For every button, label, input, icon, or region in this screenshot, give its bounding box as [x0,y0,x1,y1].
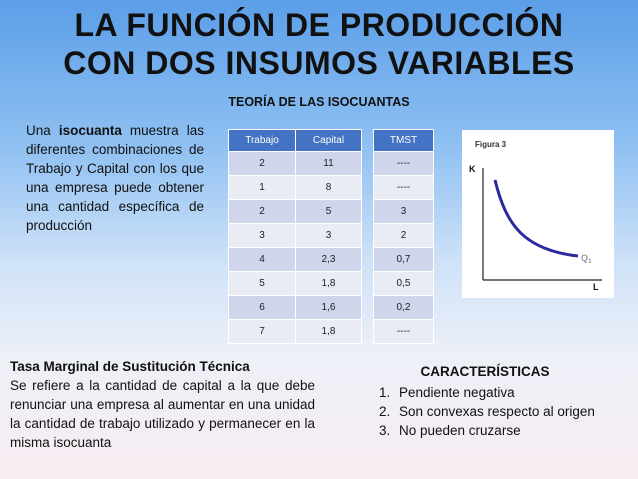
cell-trabajo: 1 [228,175,296,200]
cell-tmst: 0,5 [373,271,434,296]
cell-trabajo: 4 [228,247,296,272]
cell-capital: 11 [295,151,362,176]
cell-trabajo: 2 [228,199,296,224]
cell-tmst: ---- [373,175,434,200]
cell-trabajo: 5 [228,271,296,296]
isoquant-graph: Figura 3 K L Q1 [469,140,602,292]
list-item: 1. Pendiente negativa [379,383,595,402]
cell-capital: 1,6 [295,295,362,320]
cell-capital: 8 [295,175,362,200]
characteristics-list: 1. Pendiente negativa 2. Son convexas resp… [379,383,595,440]
item-number: 1. [379,385,391,400]
item-text: Pendiente negativa [399,385,515,400]
cell-tmst: 0,2 [373,295,434,320]
figure-caption: Figura 3 [475,140,507,149]
cell-capital: 2,3 [295,247,362,272]
tmst-row: ---- [373,175,434,200]
item-text: No pueden cruzarse [399,423,521,438]
tmst-row: 2 [373,223,434,248]
cell-tmst: ---- [373,319,434,344]
tmst-table: TMST ---- ---- 3 2 0,7 0,5 0,2 ---- [373,129,434,344]
tmst-row: ---- [373,319,434,344]
characteristics-title: CARACTERÍSTICAS [420,364,550,379]
cell-tmst: 0,7 [373,247,434,272]
cell-tmst: 2 [373,223,434,248]
table-row: 5 1,8 [228,271,362,296]
tmst-row: 3 [373,199,434,224]
cell-capital: 1,8 [295,271,362,296]
table-header-row: Trabajo Capital [228,129,362,152]
isoquant-figure: Figura 3 K L Q1 [462,130,614,298]
header-trabajo: Trabajo [228,129,296,152]
title-line-1: LA FUNCIÓN DE PRODUCCIÓN [74,7,564,43]
tmst-row: ---- [373,151,434,176]
cell-trabajo: 7 [228,319,296,344]
item-number: 3. [379,423,391,438]
tmst-header-row: TMST [373,129,434,152]
intro-pre: Una [26,123,59,138]
cell-tmst: 3 [373,199,434,224]
cell-capital: 1,8 [295,319,362,344]
tmst-body: Se refiere a la cantidad de capital a la… [10,378,315,450]
cell-capital: 5 [295,199,362,224]
tmst-row: 0,5 [373,271,434,296]
section-subtitle: TEORÍA DE LAS ISOCUANTAS [228,95,410,109]
header-tmst: TMST [373,129,434,152]
cell-tmst: ---- [373,151,434,176]
tmst-row: 0,7 [373,247,434,272]
table-row: 2 11 [228,151,362,176]
item-number: 2. [379,404,391,419]
item-text: Son convexas respecto al origen [399,404,595,419]
intro-post: muestra las diferentes combinaciones de … [26,123,204,233]
curve-label-sub: 1 [588,258,592,265]
x-axis-label: L [593,282,599,292]
tmst-heading: Tasa Marginal de Sustitución Técnica [10,359,250,374]
list-item: 3. No pueden cruzarse [379,421,595,440]
isoquant-curve [493,179,579,258]
table-row: 6 1,6 [228,295,362,320]
slide-title: LA FUNCIÓN DE PRODUCCIÓN CON DOS INSUMOS… [0,6,638,82]
intro-bold-term: isocuanta [58,123,122,138]
cell-trabajo: 2 [228,151,296,176]
header-capital: Capital [295,129,362,152]
tmst-row: 0,2 [373,295,434,320]
title-line-2: CON DOS INSUMOS VARIABLES [63,45,575,81]
table-row: 4 2,3 [228,247,362,272]
table-row: 7 1,8 [228,319,362,344]
curve-label-q: Q [581,253,588,263]
intro-paragraph: Una isocuanta muestra las diferentes com… [26,121,204,235]
cell-trabajo: 3 [228,223,296,248]
curve-label: Q1 [581,253,592,265]
list-item: 2. Son convexas respecto al origen [379,402,595,421]
y-axis-label: K [469,164,476,174]
cell-trabajo: 6 [228,295,296,320]
cell-capital: 3 [295,223,362,248]
tmst-definition: Tasa Marginal de Sustitución Técnica Se … [10,357,315,452]
